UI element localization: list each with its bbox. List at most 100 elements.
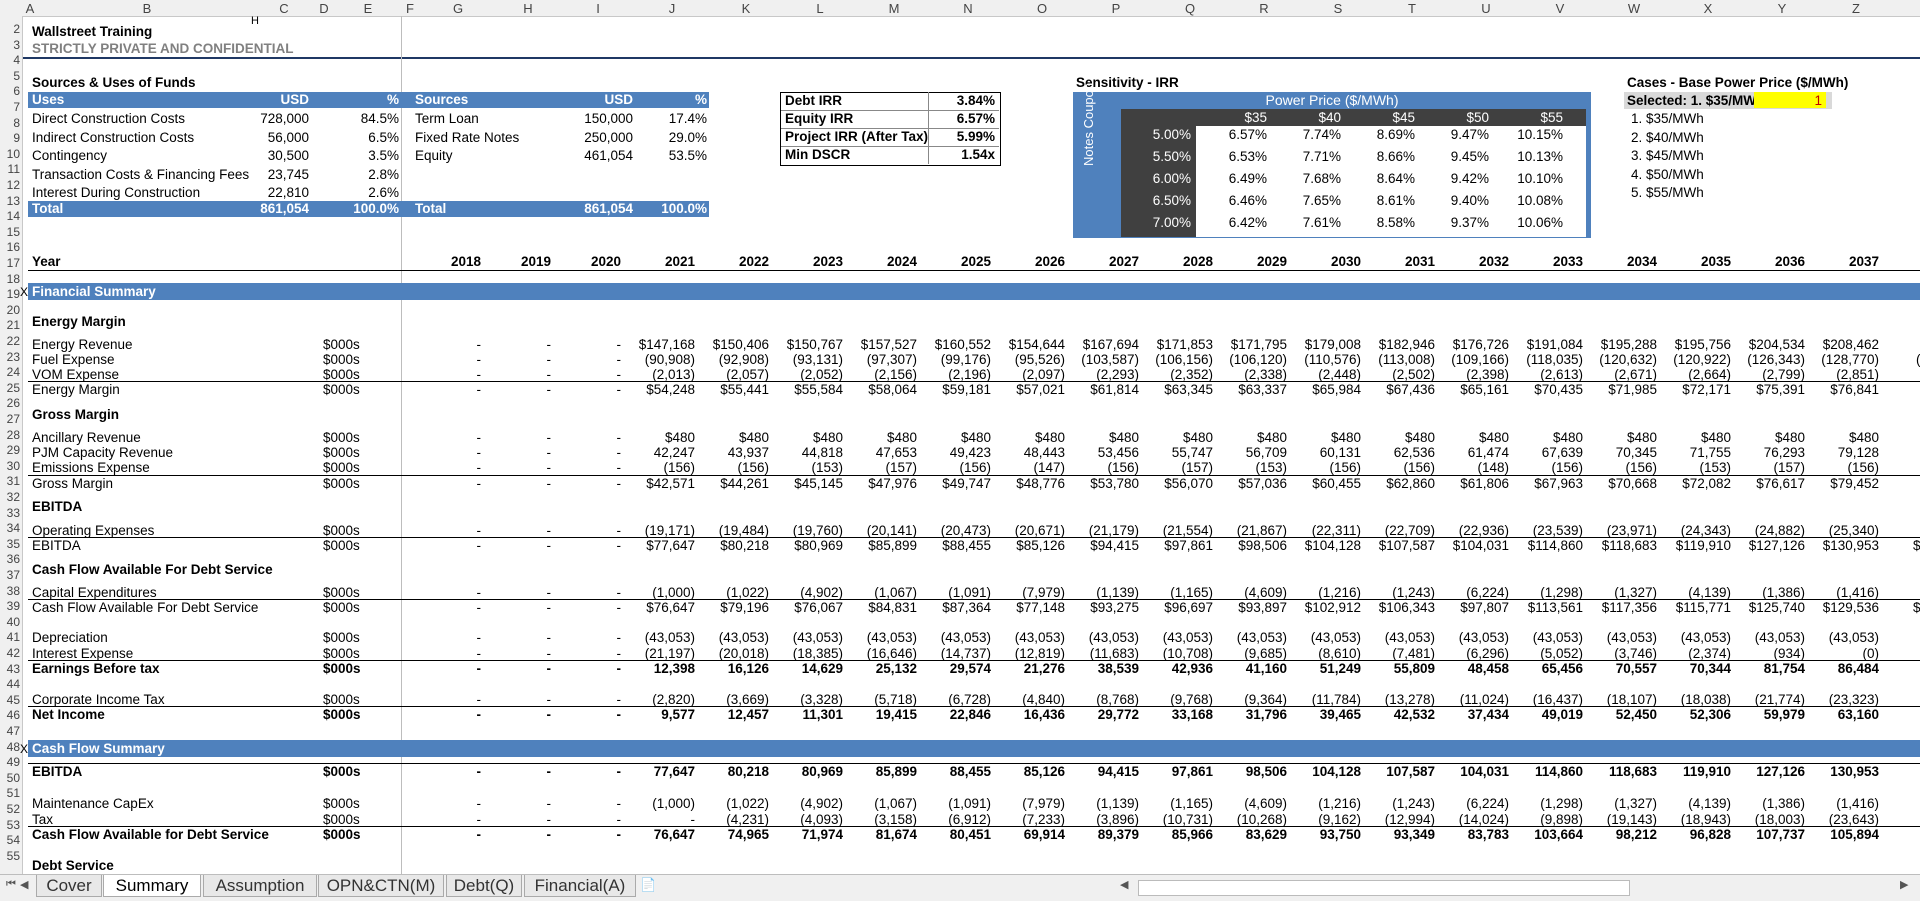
row-header-33[interactable]: 33 (6, 505, 20, 520)
row-header-4[interactable]: 4 (13, 53, 20, 68)
row-header-43[interactable]: 43 (6, 661, 20, 676)
sources-pct-header: % (694, 92, 707, 107)
column-header-c[interactable]: C (279, 1, 289, 16)
row-header-53[interactable]: 53 (6, 817, 20, 832)
row-header-13[interactable]: 13 (6, 193, 20, 208)
column-header-y[interactable]: Y (1777, 1, 1787, 16)
column-header-x[interactable]: X (1703, 1, 1713, 16)
column-header-u[interactable]: U (1481, 1, 1491, 16)
financial_rows-row-value: $204,534 (1748, 337, 1805, 352)
column-header-h[interactable]: H (523, 1, 533, 16)
row-header-16[interactable]: 16 (6, 240, 20, 255)
column-header-r[interactable]: R (1259, 1, 1269, 16)
row-header-8[interactable]: 8 (13, 115, 20, 130)
column-header-m[interactable]: M (888, 1, 900, 16)
financial_rows-row-value: $55,441 (720, 382, 769, 397)
scroll-right-icon[interactable]: ▶ (1900, 879, 1909, 891)
row-header-6[interactable]: 6 (13, 84, 20, 99)
row-header-26[interactable]: 26 (6, 396, 20, 411)
first-sheet-icon[interactable]: ⏮ (6, 878, 16, 890)
row-header-52[interactable]: 52 (6, 802, 20, 816)
scroll-left-icon[interactable]: ◀ (1120, 879, 1129, 891)
sheet-tab-debt-q-[interactable]: Debt(Q) (446, 875, 522, 897)
row-header-47[interactable]: 47 (6, 724, 20, 738)
row-header-51[interactable]: 51 (6, 786, 20, 801)
new-sheet-icon[interactable]: 📄 (640, 877, 657, 892)
row-header-9[interactable]: 9 (13, 131, 20, 146)
row-header-27[interactable]: 27 (6, 412, 20, 426)
row-header-7[interactable]: 7 (13, 100, 20, 114)
row-header-46[interactable]: 46 (6, 708, 20, 723)
row-header-41[interactable]: 41 (6, 630, 20, 645)
row-header-11[interactable]: 11 (7, 162, 20, 177)
column-header-v[interactable]: V (1555, 1, 1565, 16)
column-header-l[interactable]: L (816, 1, 824, 16)
column-header-f[interactable]: F (406, 1, 414, 16)
case-selector-cell[interactable] (1754, 92, 1826, 108)
row-header-37[interactable]: 37 (6, 568, 20, 582)
row-header-3[interactable]: 3 (13, 37, 20, 52)
row-header-32[interactable]: 32 (6, 490, 20, 504)
row-header-44[interactable]: 44 (6, 677, 20, 692)
column-header-w[interactable]: W (1627, 1, 1641, 16)
column-header-e[interactable]: E (363, 1, 373, 16)
row-header-36[interactable]: 36 (6, 552, 20, 567)
uses-total-usd: 861,054 (260, 201, 309, 216)
row-header-55[interactable]: 55 (6, 848, 20, 863)
prev-sheet-icon[interactable]: ◀ (20, 879, 29, 891)
column-header-g[interactable]: G (452, 1, 464, 16)
row-header-49[interactable]: 49 (6, 755, 20, 770)
column-header-d[interactable]: D (319, 1, 329, 16)
sheet-tab-cover[interactable]: Cover (36, 875, 102, 897)
row-header-12[interactable]: 12 (6, 178, 20, 192)
column-header-z[interactable]: Z (1852, 1, 1860, 16)
row-header-10[interactable]: 10 (6, 146, 20, 161)
column-header-t[interactable]: T (1408, 1, 1416, 16)
financial_rows-row-value: - (476, 523, 482, 538)
column-header-k[interactable]: K (741, 1, 751, 16)
row-header-22[interactable]: 22 (6, 334, 20, 348)
sheet-tab-opn-ctn-m-[interactable]: OPN&CTN(M) (318, 875, 444, 897)
row-header-40[interactable]: 40 (6, 614, 20, 629)
horizontal-scrollbar[interactable] (1138, 880, 1630, 896)
column-header-q[interactable]: Q (1184, 1, 1196, 16)
column-header-n[interactable]: N (963, 1, 973, 16)
row-header-54[interactable]: 54 (6, 833, 20, 848)
row-header-17[interactable]: 17 (6, 256, 20, 270)
column-header-b[interactable]: B (142, 1, 152, 16)
row-header-35[interactable]: 35 (6, 536, 20, 551)
row-header-38[interactable]: 38 (6, 583, 20, 598)
column-header-o[interactable]: O (1036, 1, 1048, 16)
row-header-19[interactable]: 19 (6, 287, 20, 302)
row-header-48[interactable]: 48 (6, 739, 20, 754)
column-header-s[interactable]: S (1333, 1, 1343, 16)
row-header-24[interactable]: 24 (6, 365, 20, 380)
row-header-28[interactable]: 28 (6, 427, 20, 442)
row-header-31[interactable]: 31 (6, 474, 20, 489)
row-header-50[interactable]: 50 (6, 770, 20, 785)
row-header-23[interactable]: 23 (6, 349, 20, 364)
sheet-tab-assumption[interactable]: Assumption (203, 875, 317, 897)
row-header-5[interactable]: 5 (13, 68, 20, 83)
row-header-42[interactable]: 42 (6, 646, 20, 660)
row-header-14[interactable]: 14 (6, 209, 20, 224)
row-header-20[interactable]: 20 (6, 302, 20, 317)
row-header-2[interactable]: 2 (13, 22, 20, 36)
row-header-21[interactable]: 21 (6, 318, 20, 333)
sheet-tab-summary[interactable]: Summary (103, 875, 201, 897)
column-header-p[interactable]: P (1111, 1, 1121, 16)
row-header-30[interactable]: 30 (6, 458, 20, 473)
column-header-j[interactable]: J (668, 1, 676, 16)
column-header-i[interactable]: I (596, 1, 600, 16)
row-header-15[interactable]: 15 (6, 224, 20, 239)
case-selector-value[interactable]: 1 (1814, 93, 1822, 108)
sheet-tab-financial-a-[interactable]: Financial(A) (524, 875, 636, 897)
row-header-29[interactable]: 29 (6, 443, 20, 458)
row-header-25[interactable]: 25 (6, 380, 20, 395)
row-header-45[interactable]: 45 (6, 692, 20, 707)
column-header-a[interactable]: A (25, 1, 35, 16)
row-header-34[interactable]: 34 (6, 521, 20, 536)
row-header-39[interactable]: 39 (6, 599, 20, 614)
row-header-18[interactable]: 18 (6, 271, 20, 286)
spreadsheet-grid[interactable]: Wallstreet Training H STRICTLY PRIVATE A… (20, 15, 1920, 874)
